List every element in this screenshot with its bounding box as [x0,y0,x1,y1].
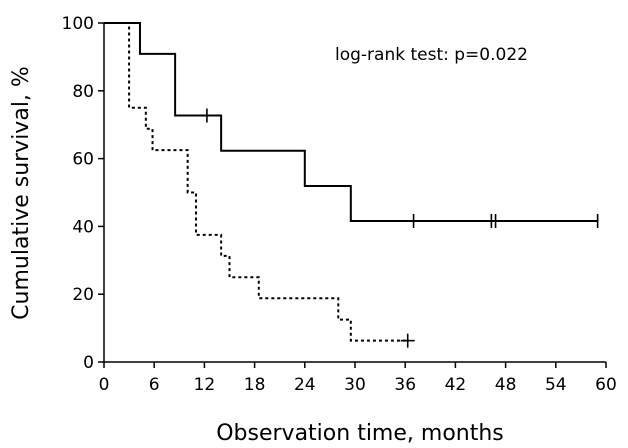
series-layer [104,22,599,348]
x-tick-label: 12 [194,375,216,395]
x-tick-label: 6 [149,375,160,395]
x-tick-label: 48 [495,375,517,395]
x-tick-label: 42 [445,375,467,395]
y-tick-label: 60 [72,150,94,170]
y-tick-label: 80 [72,82,94,102]
x-tick-label: 54 [545,375,567,395]
x-tick-label: 36 [394,375,416,395]
x-tick-label: 60 [595,375,617,395]
series-line-solid [104,22,598,222]
series-line-dotted [126,22,408,342]
x-tick-label: 0 [99,375,110,395]
x-tick-label: 24 [294,375,316,395]
axes-layer: 0 20 40 60 80 100 0 6 12 18 24 30 36 42 48 54 60 [62,14,617,395]
y-tick-label: 40 [72,217,94,237]
log-rank-annotation: log-rank test: p=0.022 [335,45,528,65]
x-tick-label: 18 [244,375,266,395]
y-tick-label: 100 [62,14,94,34]
y-tick-label: 0 [83,353,94,373]
y-axis-title: Cumulative survival, % [9,66,34,320]
x-tick-label: 30 [344,375,366,395]
y-tick-label: 20 [72,285,94,305]
x-axis-title: Observation time, months [216,421,504,446]
